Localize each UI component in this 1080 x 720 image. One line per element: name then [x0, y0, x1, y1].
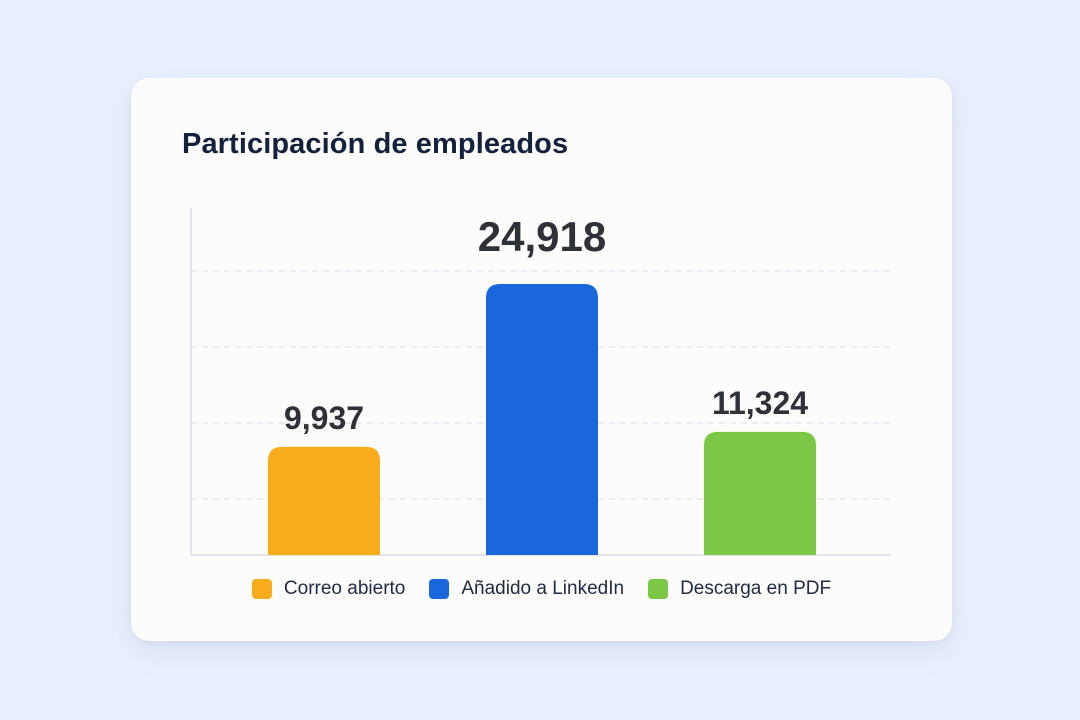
chart-card: Participación de empleados 9,937 24,918 11… [131, 78, 952, 641]
bar-3 [704, 431, 816, 555]
legend-item: Añadido a LinkedIn [429, 578, 624, 600]
legend-item: Correo abierto [251, 578, 406, 600]
value-label-3: 11,324 [712, 385, 808, 421]
legend-label: Correo abierto [283, 578, 406, 599]
legend-swatch [251, 579, 272, 599]
legend-swatch [429, 579, 450, 599]
bar-1 [268, 446, 380, 555]
value-labels: 9,937 24,918 11,324 [284, 213, 808, 436]
legend-label: Añadido a LinkedIn [461, 578, 625, 599]
legend-swatch [648, 579, 669, 599]
bars [268, 284, 816, 555]
legend: Correo abierto Añadido a LinkedIn Descarga… [131, 578, 952, 600]
legend-item: Descarga en PDF [648, 578, 831, 600]
value-label-2: 24,918 [478, 213, 606, 260]
legend-label: Descarga en PDF [680, 578, 832, 599]
bar-2 [486, 284, 598, 555]
value-label-1: 9,937 [284, 400, 364, 436]
bar-chart: 9,937 24,918 11,324 [190, 208, 891, 556]
chart-title: Participación de empleados [182, 128, 569, 160]
